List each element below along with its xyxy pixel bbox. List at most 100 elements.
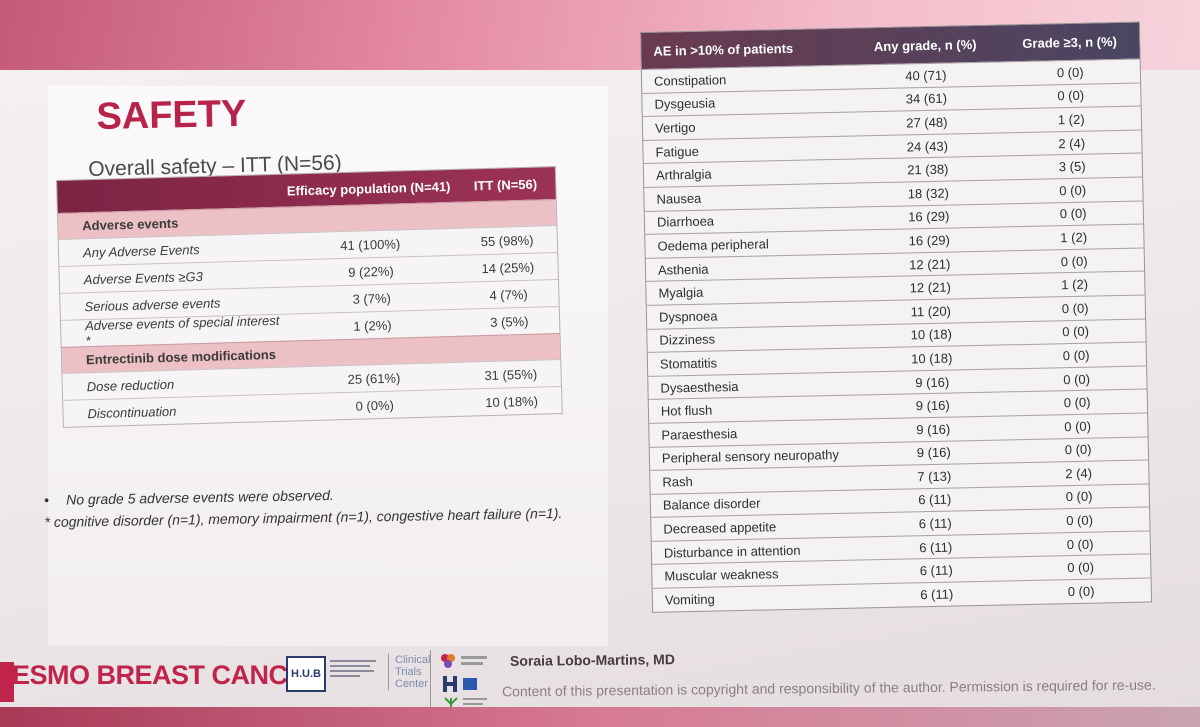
cell-value: 55 (98%) bbox=[480, 232, 534, 249]
cell-value: 1 (2%) bbox=[353, 317, 392, 334]
slide-footer: ESMO BREAST CANCER H.U.B Clinical Trials… bbox=[0, 640, 1200, 727]
any-grade-value: 6 (11) bbox=[919, 539, 953, 555]
ae-name: Stomatitis bbox=[659, 355, 718, 372]
hub-logo-caption bbox=[330, 658, 382, 691]
footnote-special-interest: * cognitive disorder (n=1), memory impai… bbox=[44, 504, 563, 530]
any-grade-value: 7 (13) bbox=[917, 468, 952, 485]
any-grade-value: 16 (29) bbox=[908, 208, 950, 225]
institution-logo-icons bbox=[441, 654, 487, 708]
ctc-line: Trials bbox=[395, 666, 422, 678]
header-cell-grade3: Grade ≥3, n (%) bbox=[1022, 33, 1118, 51]
any-grade-value: 6 (11) bbox=[919, 562, 953, 579]
row-label: Serious adverse events bbox=[84, 294, 221, 314]
ae-name: Hot flush bbox=[660, 402, 713, 419]
cell-value: 3 (5%) bbox=[489, 313, 529, 330]
cell-value: 10 (18%) bbox=[484, 393, 539, 410]
any-grade-value: 18 (32) bbox=[907, 185, 950, 202]
any-grade-value: 9 (16) bbox=[916, 444, 951, 461]
esmo-breast-cancer-logo: ESMO BREAST CANCER bbox=[12, 660, 325, 690]
ae-name: Muscular weakness bbox=[664, 566, 779, 584]
any-grade-value: 34 (61) bbox=[905, 90, 948, 107]
any-grade-value: 9 (16) bbox=[915, 397, 950, 414]
ae-name: Vomiting bbox=[664, 591, 715, 608]
header-cell-efficacy: Efficacy population (N=41) bbox=[286, 178, 451, 199]
screen-bottom-band bbox=[0, 707, 1200, 727]
ae-name: Vertigo bbox=[654, 119, 696, 136]
grade3-value: 3 (5) bbox=[1058, 158, 1086, 175]
ae-name: Rash bbox=[662, 473, 693, 490]
cell-value: 3 (7%) bbox=[352, 290, 392, 307]
footnote-text: No grade 5 adverse events were observed. bbox=[65, 486, 334, 508]
ae-name: Dizziness bbox=[659, 331, 716, 348]
ae-name: Peripheral sensory neuropathy bbox=[661, 447, 840, 466]
grade3-value: 1 (2) bbox=[1057, 111, 1085, 128]
cell-value: 31 (55%) bbox=[484, 366, 538, 383]
grade3-value: 0 (0) bbox=[1061, 300, 1089, 316]
any-grade-value: 9 (16) bbox=[915, 374, 950, 390]
grade3-value: 0 (0) bbox=[1064, 441, 1092, 458]
ae-name: Asthenia bbox=[657, 261, 709, 278]
grade3-value: 0 (0) bbox=[1062, 323, 1090, 340]
grade3-value: 0 (0) bbox=[1065, 489, 1093, 505]
ae-name: Decreased appetite bbox=[663, 519, 777, 537]
presenter-name: Soraia Lobo-Martins, MD bbox=[509, 651, 675, 669]
any-grade-value: 27 (48) bbox=[906, 114, 948, 131]
footnotes: • No grade 5 adverse events were observed… bbox=[44, 483, 563, 536]
ae-name: Paraesthesia bbox=[661, 425, 738, 443]
bullet-icon: • bbox=[44, 491, 50, 508]
any-grade-value: 40 (71) bbox=[905, 67, 947, 84]
any-grade-value: 6 (11) bbox=[918, 515, 952, 532]
any-grade-value: 12 (21) bbox=[909, 279, 952, 296]
grade3-value: 0 (0) bbox=[1060, 253, 1088, 269]
any-grade-value: 6 (11) bbox=[920, 586, 954, 603]
row-label: Discontinuation bbox=[87, 403, 177, 421]
cell-value: 25 (61%) bbox=[347, 369, 401, 387]
copyright-notice: Content of this presentation is copyrigh… bbox=[501, 676, 1156, 700]
grade3-value: 0 (0) bbox=[1067, 583, 1095, 600]
grade3-value: 0 (0) bbox=[1059, 206, 1087, 222]
any-grade-value: 6 (11) bbox=[918, 492, 952, 508]
cell-value: 9 (22%) bbox=[347, 263, 394, 280]
hub-caption-lines-icon bbox=[330, 660, 376, 677]
grade3-value: 2 (4) bbox=[1065, 465, 1093, 482]
clinical-trials-center-logo: Clinical Trials Center bbox=[388, 654, 430, 690]
cell-value: 14 (25%) bbox=[481, 259, 535, 276]
ae-name: Balance disorder bbox=[662, 496, 761, 514]
grade3-value: 0 (0) bbox=[1063, 394, 1091, 411]
table-body: Constipation 40 (71) 0 (0) Dysgeusia 34 (61)… bbox=[641, 58, 1152, 612]
ae-name: Dyspnoea bbox=[658, 308, 718, 325]
grade3-value: 0 (0) bbox=[1059, 182, 1087, 199]
grade3-value: 0 (0) bbox=[1066, 536, 1094, 552]
grade3-value: 0 (0) bbox=[1067, 559, 1095, 576]
any-grade-value: 12 (21) bbox=[909, 256, 951, 272]
cell-value: 41 (100%) bbox=[340, 235, 401, 253]
grade3-value: 1 (2) bbox=[1061, 276, 1089, 293]
ae-name: Arthralgia bbox=[655, 166, 712, 183]
ae-name: Myalgia bbox=[658, 284, 704, 301]
ae-name: Oedema peripheral bbox=[657, 236, 769, 254]
ae-name: Dysgeusia bbox=[654, 95, 716, 113]
grade3-value: 1 (2) bbox=[1060, 229, 1088, 246]
esmo-logo-mark bbox=[0, 662, 14, 702]
grade3-value: 0 (0) bbox=[1066, 512, 1094, 529]
any-grade-value: 9 (16) bbox=[916, 421, 951, 438]
header-cell-ae: AE in >10% of patients bbox=[653, 40, 794, 59]
header-cell-itt: ITT (N=56) bbox=[473, 176, 538, 193]
any-grade-value: 16 (29) bbox=[908, 232, 951, 249]
ae-name: Constipation bbox=[653, 72, 727, 89]
ae-name: Disturbance in attention bbox=[663, 542, 801, 561]
any-grade-value: 11 (20) bbox=[910, 303, 952, 320]
ae-name: Dysaesthesia bbox=[660, 378, 739, 396]
row-label: Dose reduction bbox=[86, 376, 175, 394]
grade3-value: 2 (4) bbox=[1058, 135, 1086, 151]
row-label: Any Adverse Events bbox=[82, 241, 200, 260]
header-cell bbox=[57, 191, 281, 197]
grade3-value: 0 (0) bbox=[1056, 64, 1084, 81]
ae-name: Fatigue bbox=[655, 143, 700, 160]
hub-logo: H.U.B bbox=[286, 656, 326, 692]
ae-name: Nausea bbox=[656, 190, 702, 207]
any-grade-value: 24 (43) bbox=[906, 138, 949, 155]
cell-value: 0 (0%) bbox=[355, 397, 395, 414]
overall-safety-table: Efficacy population (N=41) ITT (N=56) Ad… bbox=[56, 166, 563, 428]
any-grade-value: 10 (18) bbox=[910, 326, 953, 343]
